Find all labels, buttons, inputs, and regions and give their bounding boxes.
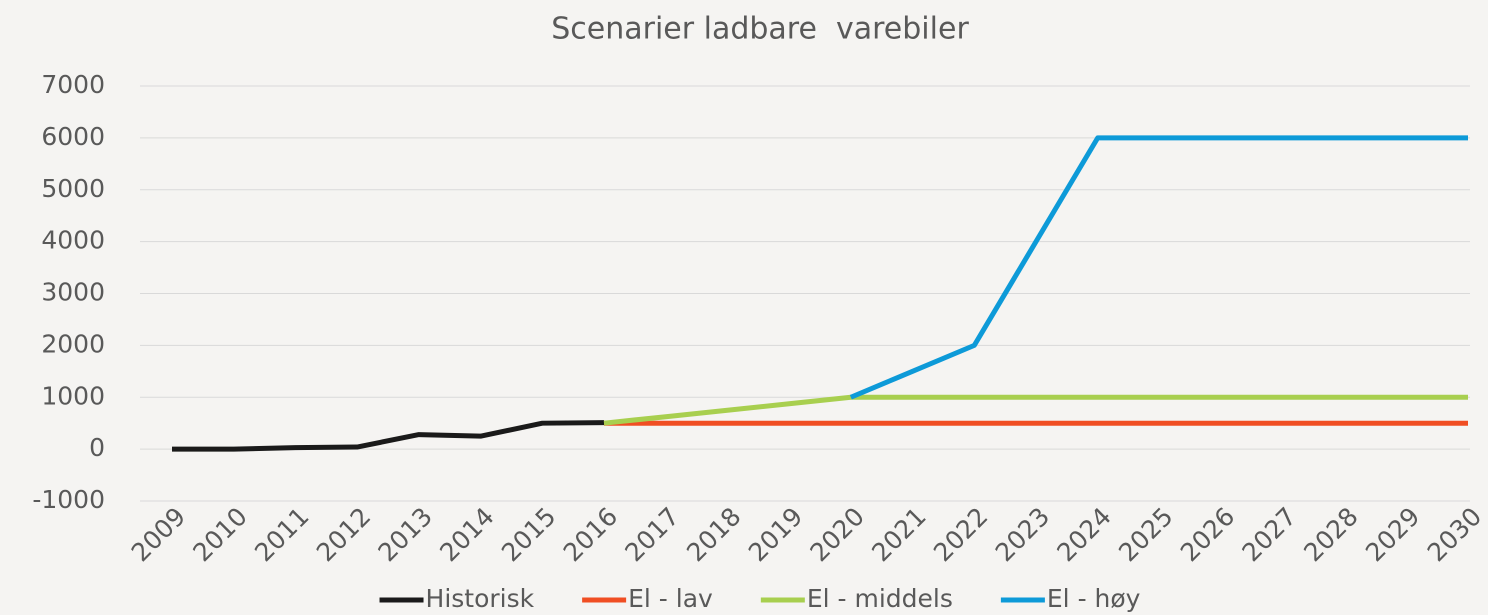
x-tick-label: 2029 — [1360, 502, 1425, 567]
y-tick-label: 2000 — [41, 329, 105, 358]
legend-label: Historisk — [426, 584, 535, 613]
x-tick-label: 2024 — [1051, 502, 1116, 567]
y-tick-label: 4000 — [41, 226, 105, 255]
x-tick-label: 2010 — [187, 502, 252, 567]
x-tick-label: 2009 — [126, 502, 191, 567]
legend-label: El - lav — [628, 584, 713, 613]
x-tick-label: 2030 — [1422, 502, 1487, 567]
legend-label: El - middels — [807, 584, 953, 613]
x-tick-label: 2022 — [928, 502, 993, 567]
x-tick-label: 2025 — [1113, 502, 1178, 567]
series-line — [849, 135, 1468, 400]
x-tick-label: 2026 — [1175, 502, 1240, 567]
legend-label: El - høy — [1047, 584, 1141, 613]
y-tick-label: 5000 — [41, 174, 105, 203]
y-tick-label: 3000 — [41, 278, 105, 307]
x-tick-label: 2015 — [496, 502, 561, 567]
chart-title: Scenarier ladbare varebiler — [551, 12, 969, 47]
y-tick-label: 7000 — [41, 70, 105, 99]
x-tick-label: 2023 — [990, 502, 1055, 567]
x-tick-label: 2018 — [681, 502, 746, 567]
x-tick-label: 2020 — [805, 502, 870, 567]
x-tick-label: 2016 — [558, 502, 623, 567]
y-tick-label: -1000 — [32, 485, 105, 514]
x-tick-label: 2013 — [373, 502, 438, 567]
x-tick-label: 2028 — [1298, 502, 1363, 567]
y-tick-label: 0 — [89, 433, 105, 462]
x-tick-label: 2021 — [866, 502, 931, 567]
x-tick-label: 2012 — [311, 502, 376, 567]
y-tick-label: 6000 — [41, 122, 105, 151]
x-tick-label: 2014 — [434, 502, 499, 567]
y-tick-label: 1000 — [41, 381, 105, 410]
series-line — [172, 420, 605, 452]
series-line — [603, 394, 1468, 426]
x-tick-label: 2017 — [619, 502, 684, 567]
x-tick-label: 2011 — [249, 502, 314, 567]
x-tick-label: 2027 — [1237, 502, 1302, 567]
x-tick-label: 2019 — [743, 502, 808, 567]
